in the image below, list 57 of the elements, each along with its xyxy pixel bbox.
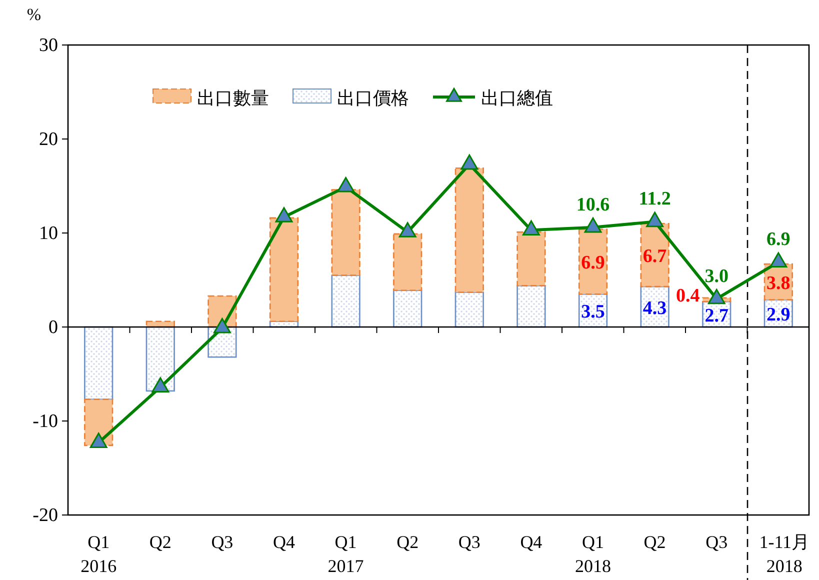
- point: [90, 432, 108, 448]
- bar: [331, 189, 360, 276]
- data-label: 3.5: [581, 302, 605, 323]
- bar: [146, 320, 175, 328]
- point: [398, 222, 416, 238]
- x-tick-label: Q2: [396, 532, 419, 552]
- data-label: 6.9: [581, 252, 605, 274]
- data-label: 11.2: [638, 188, 671, 210]
- x-tick-label: Q4: [272, 532, 295, 552]
- legend-label: 出口數量: [197, 88, 269, 108]
- bar: [454, 292, 484, 328]
- y-axis-title: %: [26, 5, 42, 24]
- point: [522, 220, 540, 236]
- data-label: 3.8: [766, 272, 790, 294]
- legend-label: 出口總值: [481, 88, 553, 108]
- x-tick-label: Q2: [149, 532, 172, 552]
- point: [152, 377, 170, 393]
- data-label: 10.6: [576, 194, 610, 216]
- legend-label: 出口價格: [337, 88, 409, 108]
- bar: [84, 326, 114, 400]
- y-tick-label: -10: [32, 411, 58, 432]
- x-tick-label: Q3: [706, 532, 728, 552]
- y-tick-label: 10: [39, 223, 58, 244]
- x-tick-label: 1-11月 2018: [759, 532, 810, 576]
- x-tick-label: Q4: [520, 532, 542, 552]
- y-tick-label: -20: [32, 505, 58, 526]
- point: [337, 176, 355, 192]
- y-tick-label: 20: [39, 129, 58, 150]
- bar: [269, 217, 299, 322]
- y-tick-label: 0: [48, 317, 58, 338]
- point: [275, 207, 293, 222]
- point: [213, 318, 231, 334]
- bar: [516, 231, 546, 286]
- x-tick-label: Q2: [644, 532, 666, 552]
- bar: [393, 290, 422, 328]
- x-tick-label: Q1 2017: [328, 532, 364, 576]
- point: [708, 288, 726, 304]
- data-label: 6.7: [642, 246, 668, 268]
- point: [646, 212, 664, 228]
- data-label: 4.3: [642, 298, 667, 319]
- x-tick-label: Q3: [458, 532, 480, 552]
- y-tick-label: 30: [39, 35, 58, 56]
- data-label: 2.9: [766, 304, 790, 326]
- x-tick-label: Q3: [211, 532, 234, 552]
- data-label: 0.4: [676, 286, 700, 307]
- bar: [393, 233, 422, 291]
- x-tick-label: Q1 2018: [575, 532, 612, 576]
- data-label: 2.7: [704, 305, 729, 326]
- data-label: 3.0: [704, 266, 728, 287]
- data-label: 6.9: [766, 229, 790, 250]
- point: [770, 252, 788, 268]
- x-tick-label: Q1 2016: [80, 532, 117, 576]
- point: [584, 217, 602, 233]
- bar: [331, 274, 360, 328]
- point: [460, 154, 478, 170]
- bar: [516, 284, 546, 328]
- bar: [454, 167, 484, 293]
